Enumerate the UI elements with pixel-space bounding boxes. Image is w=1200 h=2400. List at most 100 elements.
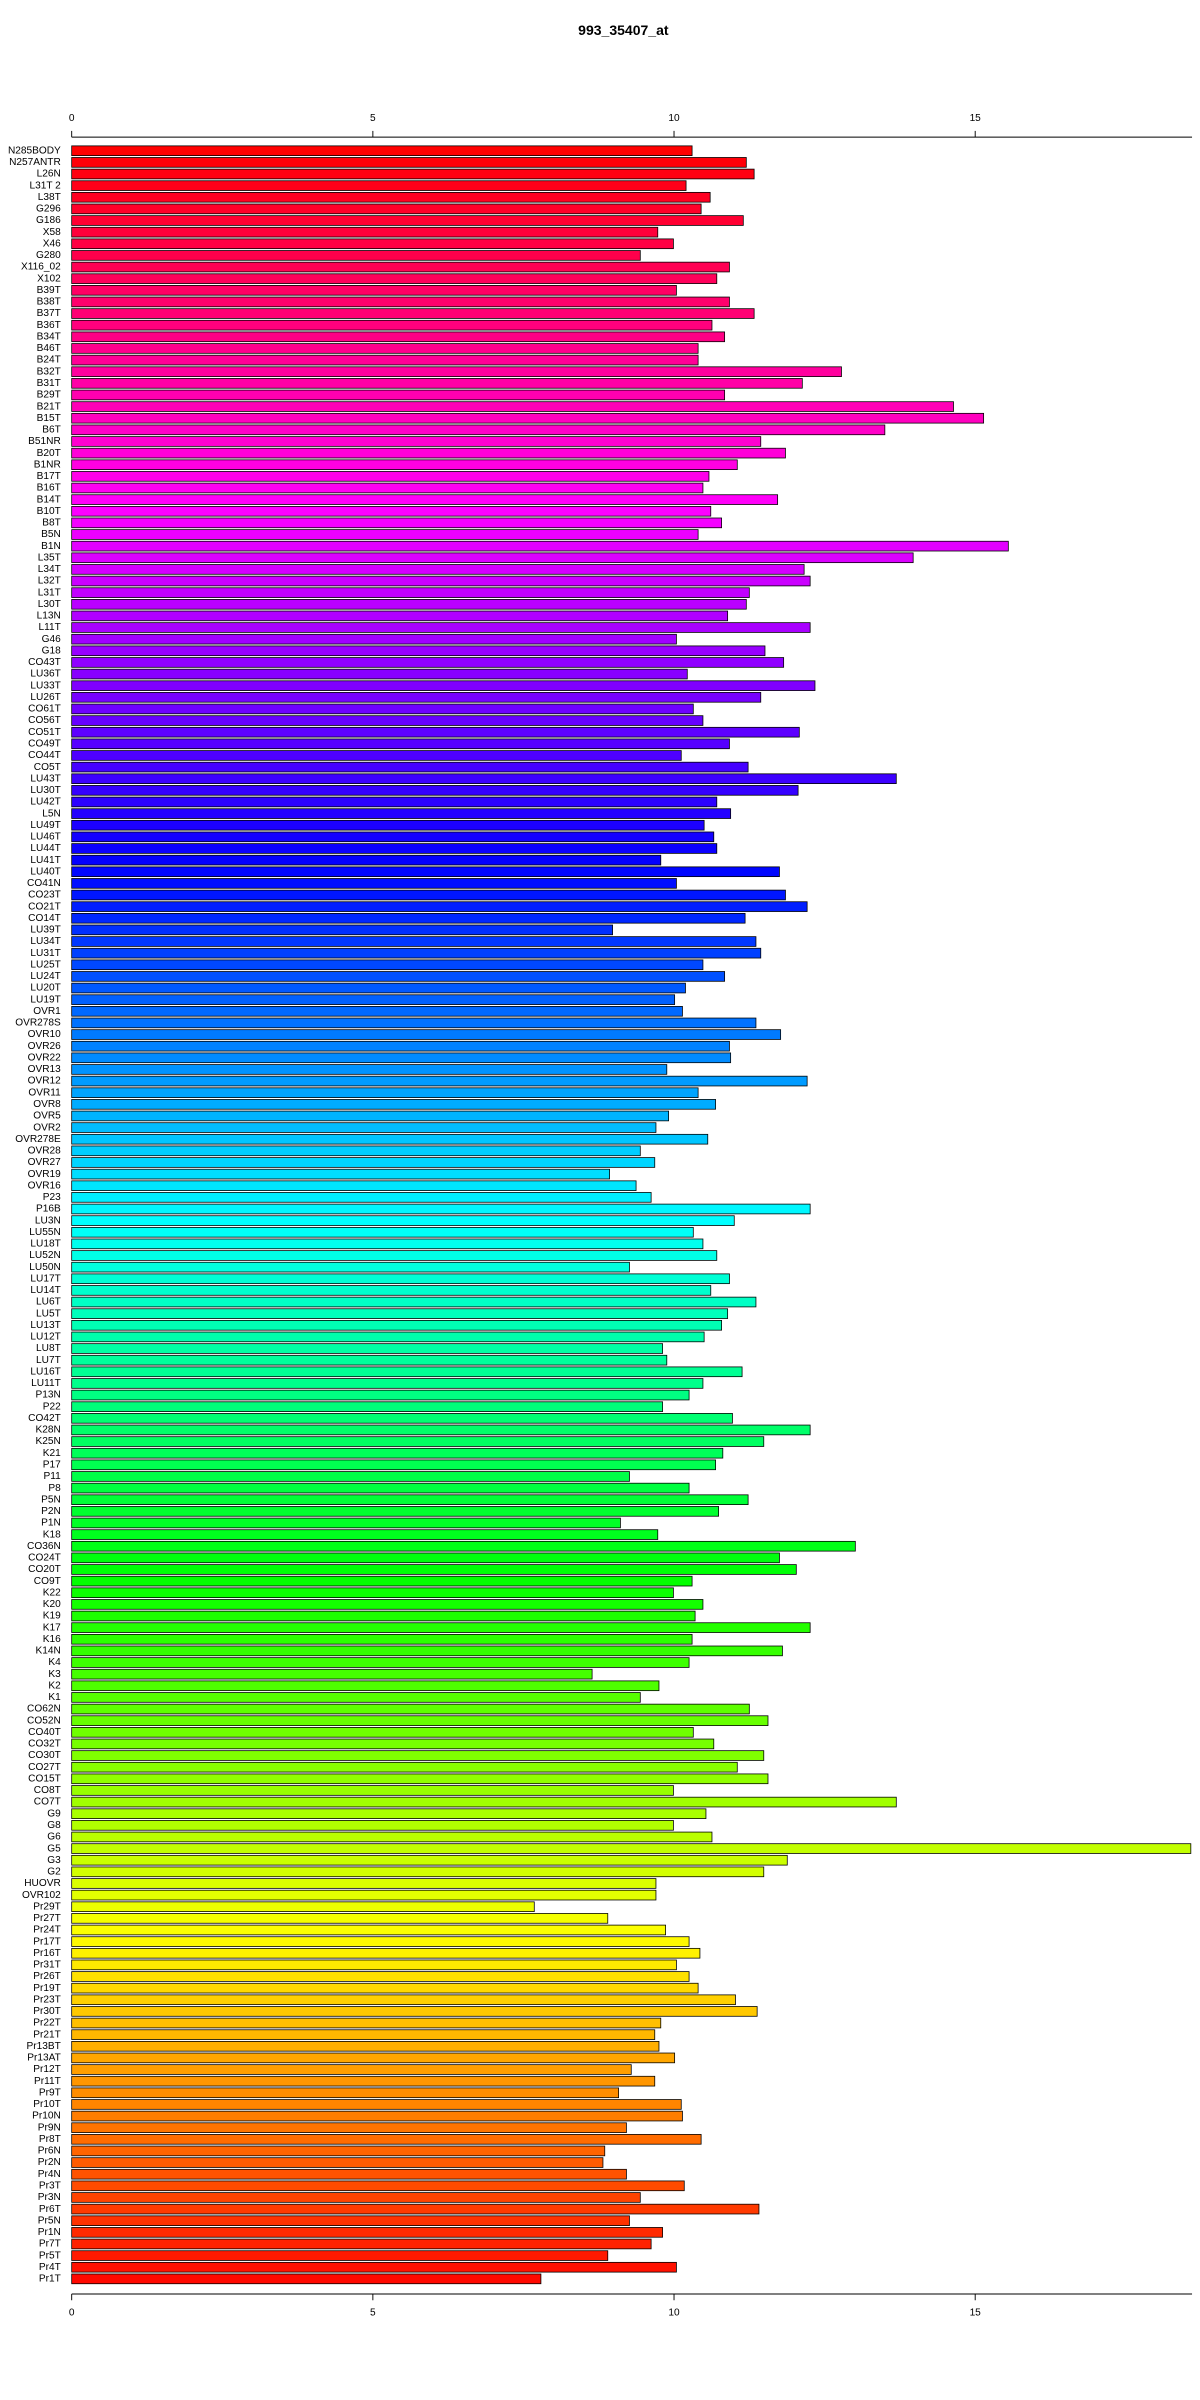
bar (71, 982, 686, 994)
bar (71, 343, 699, 354)
y-tick-label: LU7T (36, 1355, 61, 1366)
bar (71, 2110, 683, 2122)
y-tick-label: CO30T (28, 1750, 61, 1761)
bar (71, 226, 659, 238)
y-tick-label: OVR102 (22, 1890, 61, 1901)
bar (71, 1703, 750, 1715)
y-tick-label: Pr12T (33, 2064, 61, 2075)
bar (71, 459, 738, 471)
bar (71, 1052, 732, 1064)
y-tick-label: Pr11T (34, 2076, 61, 2087)
bar (71, 1168, 610, 1180)
bar (71, 1599, 704, 1610)
bar (71, 575, 811, 587)
y-tick-label: K22 (43, 1587, 61, 1598)
y-tick-label: CO8T (34, 1785, 61, 1796)
bar (71, 796, 718, 808)
y-tick-label: LU16T (30, 1366, 60, 1377)
y-tick-label: CO36N (27, 1541, 61, 1552)
bar (71, 1610, 696, 1622)
bar (71, 505, 712, 517)
y-tick-label: B37T (37, 308, 61, 319)
y-tick-label: Pr21T (33, 2029, 61, 2040)
y-tick-label: LU42T (30, 797, 60, 808)
bar (71, 1994, 736, 2006)
y-tick-label: LU6T (36, 1297, 61, 1308)
bar (71, 854, 662, 866)
y-tick-label: LU5T (36, 1308, 61, 1319)
bar (71, 285, 677, 296)
y-tick-label: Pr23T (33, 1994, 61, 2005)
bar (71, 1157, 656, 1168)
bar (71, 2052, 676, 2064)
y-tick-label: CO20T (28, 1564, 61, 1575)
y-tick-label: CO15T (28, 1773, 61, 1784)
bar (71, 633, 677, 645)
bar (71, 808, 732, 819)
y-tick-label: CO23T (28, 890, 61, 901)
y-tick-label: K25N (35, 1436, 60, 1447)
y-tick-label: B1N (41, 541, 61, 552)
y-tick-label: P8 (48, 1483, 61, 1494)
y-tick-label: K14N (35, 1646, 60, 1657)
y-tick-label: OVR16 (28, 1180, 62, 1191)
y-tick-label: Pr27T (33, 1913, 61, 1924)
bar (71, 1215, 735, 1226)
x-tick-label: 0 (69, 2307, 75, 2318)
bar (71, 703, 694, 715)
bar (71, 1366, 743, 1378)
y-tick-label: LU55N (29, 1227, 60, 1238)
bar (71, 1389, 690, 1401)
bar (71, 610, 729, 622)
bar (71, 668, 688, 680)
y-tick-label: LU3N (35, 1215, 61, 1226)
bar (71, 1773, 769, 1785)
chart-title: 993_35407_at (578, 22, 669, 38)
bar (71, 657, 785, 668)
bar (71, 1250, 718, 1261)
y-tick-label: P1N (41, 1518, 61, 1529)
bar (71, 1738, 715, 1750)
y-tick-label: LU24T (30, 971, 60, 982)
bar (71, 1808, 707, 1819)
y-tick-label: L11T (38, 622, 60, 633)
bar (71, 261, 730, 273)
y-tick-label: B51NR (28, 436, 61, 447)
bar (71, 517, 723, 529)
y-tick-label: LU26T (30, 692, 60, 703)
bar (71, 2180, 685, 2192)
y-tick-label: LU12T (30, 1332, 60, 1343)
y-tick-label: OVR278E (15, 1134, 61, 1145)
bar (71, 622, 811, 633)
bar (71, 2029, 656, 2040)
y-tick-label: B20T (37, 448, 61, 459)
y-tick-label: CO42T (28, 1413, 61, 1424)
bar (71, 319, 713, 331)
bar (71, 308, 755, 319)
y-tick-label: B6T (42, 425, 61, 436)
bar (71, 1343, 663, 1354)
bar (71, 436, 762, 447)
x-tick-label: 10 (668, 2307, 680, 2318)
y-tick-label: B16T (37, 483, 61, 494)
x-tick-label: 5 (370, 113, 376, 124)
bar (71, 1820, 674, 1831)
y-tick-label: K16 (43, 1634, 61, 1645)
bar (71, 215, 744, 226)
bar (71, 1796, 897, 1808)
bar (71, 366, 842, 377)
y-tick-label: CO62N (27, 1704, 61, 1715)
bar (71, 1261, 630, 1273)
x-tick-label: 10 (668, 113, 680, 124)
bar (71, 401, 954, 412)
y-tick-label: G3 (47, 1855, 61, 1866)
y-tick-label: OVR27 (28, 1157, 62, 1168)
y-tick-label: LU50N (29, 1262, 60, 1273)
bar (71, 482, 704, 494)
bar (71, 924, 613, 936)
bar (71, 471, 710, 482)
bar (71, 250, 641, 261)
y-tick-label: OVR278S (15, 1018, 61, 1029)
y-tick-label: B38T (37, 297, 61, 308)
y-tick-label: Pr5N (38, 2215, 61, 2226)
